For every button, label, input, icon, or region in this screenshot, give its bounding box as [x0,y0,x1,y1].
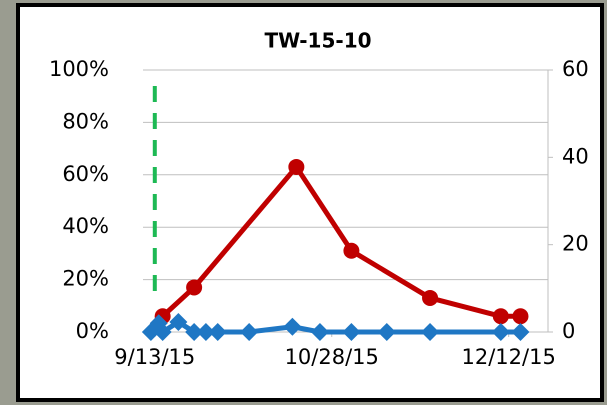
marker [153,323,172,341]
marker [283,317,302,336]
marker [185,323,204,341]
marker [511,323,530,341]
y2-tick-label: 40 [562,144,589,168]
y2-tick-label: 20 [562,232,589,256]
marker [196,323,215,341]
y-tick-label: 20% [62,267,109,291]
marker [310,323,329,341]
y2-tick-label: 60 [562,57,589,81]
y-tick-label: 80% [62,109,109,133]
marker [491,323,510,341]
marker [288,158,305,175]
marker [208,323,227,341]
y-tick-label: 0% [76,319,109,343]
marker [492,308,509,325]
marker [512,308,529,325]
marker [377,323,396,341]
y-tick-label: 40% [62,214,109,238]
marker [343,242,360,259]
y-tick-label: 100% [49,57,109,81]
y-tick-label: 60% [62,162,109,186]
x-tick-label: 12/12/15 [462,345,556,369]
marker [169,312,188,331]
chart-title: TW-15-10 [264,29,371,53]
x-tick-label: 9/13/15 [114,345,195,369]
marker [342,323,361,341]
y2-tick-label: 0 [562,319,575,343]
marker [422,289,439,306]
x-tick-label: 10/28/15 [285,345,379,369]
marker [186,279,203,296]
marker [240,323,259,341]
marker [421,323,440,341]
